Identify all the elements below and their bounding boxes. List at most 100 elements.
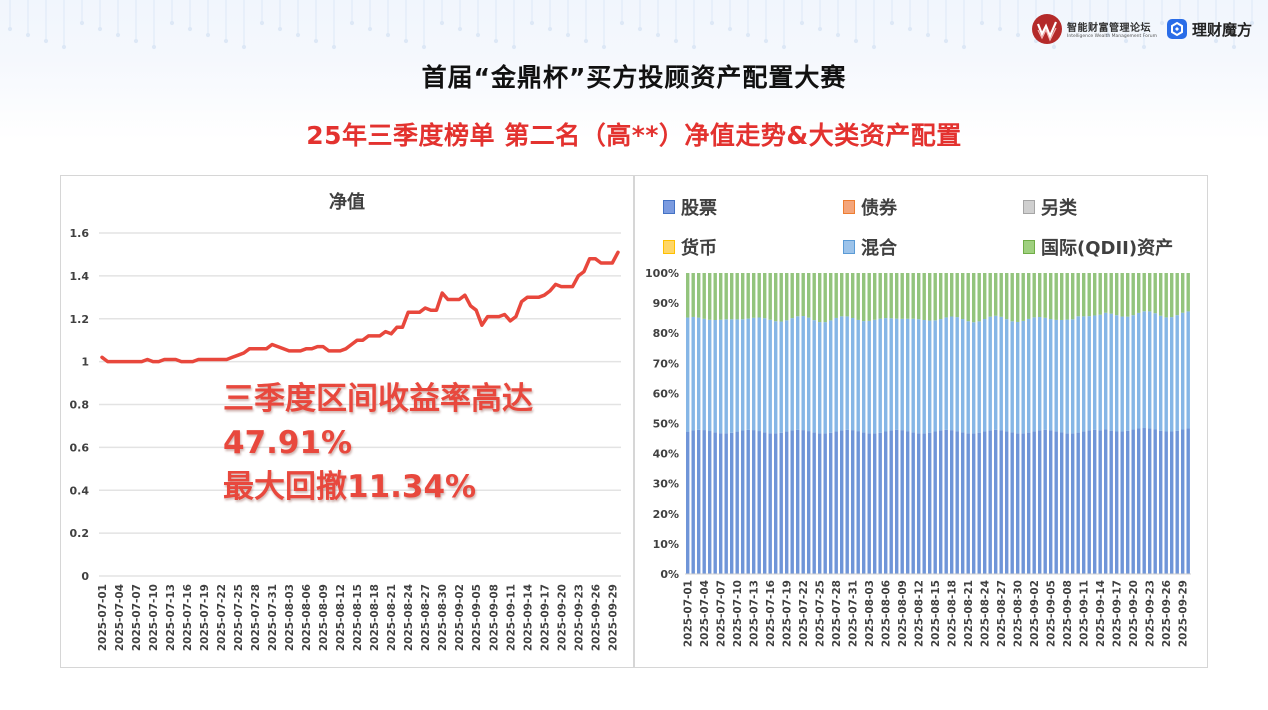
- svg-text:0.2: 0.2: [70, 527, 90, 540]
- svg-text:2025-08-06: 2025-08-06: [301, 584, 313, 651]
- legend-item-stock: 股票: [663, 194, 843, 220]
- svg-text:2025-09-17: 2025-09-17: [539, 584, 551, 651]
- svg-text:2025-08-15: 2025-08-15: [930, 580, 942, 647]
- svg-text:2025-07-25: 2025-07-25: [815, 580, 827, 647]
- svg-text:2025-08-06: 2025-08-06: [881, 580, 893, 647]
- svg-text:2025-08-27: 2025-08-27: [420, 584, 432, 651]
- forum-logo: 智能财富管理论坛 Intelligence Wealth Management …: [1032, 14, 1157, 44]
- legend-label: 另类: [1041, 198, 1077, 219]
- svg-text:2025-07-25: 2025-07-25: [233, 584, 245, 651]
- allocation-legend: 股票 债券 另类 货币 混合 国际(QDII)资产: [663, 194, 1203, 260]
- svg-text:2025-09-23: 2025-09-23: [1145, 580, 1157, 647]
- legend-label: 混合: [861, 238, 897, 259]
- forum-logo-name: 智能财富管理论坛: [1067, 23, 1152, 34]
- legend-item-cash: 货币: [663, 234, 843, 260]
- svg-text:2025-09-08: 2025-09-08: [1062, 580, 1074, 647]
- svg-text:2025-07-22: 2025-07-22: [798, 580, 810, 647]
- svg-text:2025-08-03: 2025-08-03: [284, 584, 296, 651]
- svg-text:2025-09-20: 2025-09-20: [1128, 580, 1140, 647]
- svg-text:1.2: 1.2: [70, 313, 90, 326]
- svg-text:2025-07-16: 2025-07-16: [182, 584, 194, 651]
- svg-text:2025-07-19: 2025-07-19: [782, 580, 794, 647]
- svg-text:0.4: 0.4: [70, 484, 90, 497]
- legend-label: 债券: [861, 198, 897, 219]
- svg-text:2025-08-09: 2025-08-09: [897, 580, 909, 647]
- svg-text:2025-08-15: 2025-08-15: [352, 584, 364, 651]
- allocation-stacked-bar-chart: 0% 10% 20% 30% 40% 50% 60% 70% 80% 90% 100% 2025-07…: [645, 267, 1191, 647]
- svg-text:2025-09-29: 2025-09-29: [607, 584, 619, 651]
- svg-text:2025-09-14: 2025-09-14: [522, 584, 534, 651]
- qdii-swatch-icon: [1023, 240, 1035, 254]
- forum-logo-subtitle: Intelligence Wealth Management Forum: [1067, 34, 1157, 39]
- legend-label: 国际(QDII)资产: [1041, 238, 1174, 259]
- legend-item-qdii: 国际(QDII)资产: [1023, 234, 1203, 260]
- svg-text:2025-07-19: 2025-07-19: [199, 584, 211, 651]
- svg-text:2025-08-09: 2025-08-09: [318, 584, 330, 651]
- page-subtitle: 25年三季度榜单 第二名（高**）净值走势&大类资产配置: [306, 121, 962, 150]
- svg-text:2025-09-08: 2025-09-08: [488, 584, 500, 651]
- stock-swatch-icon: [663, 200, 675, 214]
- svg-text:2025-08-27: 2025-08-27: [996, 580, 1008, 647]
- svg-text:2025-08-30: 2025-08-30: [1013, 580, 1025, 647]
- svg-text:2025-07-10: 2025-07-10: [732, 580, 744, 647]
- svg-text:2025-09-02: 2025-09-02: [454, 584, 466, 651]
- licai-mofang-name: 理财魔方: [1191, 20, 1252, 39]
- page-title: 首届“金鼎杯”买方投顾资产配置大赛: [421, 63, 847, 92]
- svg-text:2025-08-03: 2025-08-03: [864, 580, 876, 647]
- bond-swatch-icon: [843, 200, 855, 214]
- svg-text:2025-08-12: 2025-08-12: [914, 580, 926, 647]
- svg-text:2025-08-21: 2025-08-21: [386, 584, 398, 651]
- svg-text:70%: 70%: [653, 357, 679, 370]
- svg-text:2025-09-26: 2025-09-26: [1161, 580, 1173, 647]
- legend-label: 股票: [681, 198, 717, 219]
- svg-text:2025-08-12: 2025-08-12: [335, 584, 347, 651]
- svg-text:0%: 0%: [660, 568, 679, 581]
- svg-text:2025-07-28: 2025-07-28: [831, 580, 843, 647]
- svg-text:30%: 30%: [653, 478, 679, 491]
- svg-text:2025-09-02: 2025-09-02: [1029, 580, 1041, 647]
- svg-text:2025-07-22: 2025-07-22: [216, 584, 228, 651]
- svg-text:90%: 90%: [653, 297, 679, 310]
- svg-text:2025-09-23: 2025-09-23: [573, 584, 585, 651]
- svg-text:2025-09-20: 2025-09-20: [556, 584, 568, 651]
- svg-text:2025-07-16: 2025-07-16: [765, 580, 777, 647]
- svg-text:80%: 80%: [653, 327, 679, 340]
- legend-label: 货币: [681, 238, 717, 259]
- legend-item-bond: 债券: [843, 194, 1023, 220]
- alternative-swatch-icon: [1023, 200, 1035, 214]
- circuit-background: [7, 0, 1255, 50]
- svg-text:2025-07-10: 2025-07-10: [148, 584, 160, 651]
- svg-text:2025-08-24: 2025-08-24: [403, 584, 415, 651]
- svg-text:2025-07-07: 2025-07-07: [716, 580, 728, 647]
- allocation-chart-panel: 股票 债券 另类 货币 混合 国际(QDII)资产 0% 10% 20% 30% 40%…: [634, 175, 1208, 668]
- svg-text:50%: 50%: [653, 418, 679, 431]
- header-logos: 智能财富管理论坛 Intelligence Wealth Management …: [1032, 14, 1252, 44]
- svg-text:0.8: 0.8: [70, 399, 90, 412]
- svg-text:1.4: 1.4: [70, 270, 90, 283]
- svg-text:2025-07-31: 2025-07-31: [267, 584, 279, 651]
- callout-drawdown: 最大回撤11.34%: [223, 469, 477, 505]
- svg-text:2025-08-18: 2025-08-18: [369, 584, 381, 651]
- svg-text:1.6: 1.6: [70, 227, 90, 240]
- callout-return-value: 47.91%: [223, 425, 353, 461]
- nav-chart-title: 净值: [329, 192, 365, 213]
- svg-text:2025-07-13: 2025-07-13: [749, 580, 761, 647]
- callout-return-label: 三季度区间收益率高达: [223, 381, 533, 417]
- licai-mofang-logo: 理财魔方: [1166, 19, 1252, 40]
- svg-text:40%: 40%: [653, 448, 679, 461]
- svg-text:2025-09-11: 2025-09-11: [505, 584, 517, 651]
- licai-mofang-icon: [1166, 19, 1187, 39]
- svg-text:2025-07-28: 2025-07-28: [250, 584, 262, 651]
- return-callout: 三季度区间收益率高达 47.91% 最大回撤11.34%: [223, 377, 533, 509]
- svg-text:2025-09-05: 2025-09-05: [471, 584, 483, 651]
- svg-text:2025-08-21: 2025-08-21: [963, 580, 975, 647]
- svg-text:2025-07-31: 2025-07-31: [848, 580, 860, 647]
- svg-text:2025-09-05: 2025-09-05: [1046, 580, 1058, 647]
- legend-item-mixed: 混合: [843, 234, 1023, 260]
- svg-text:2025-09-11: 2025-09-11: [1079, 580, 1091, 647]
- svg-text:2025-09-17: 2025-09-17: [1112, 580, 1124, 647]
- forum-logo-icon: [1032, 14, 1063, 44]
- svg-text:2025-08-24: 2025-08-24: [980, 580, 992, 647]
- nav-line-chart: 0 0.2 0.4 0.6 0.8 1 1.2 1.4 1.6 2025-07-01 2025-07…: [70, 227, 621, 651]
- svg-text:2025-09-29: 2025-09-29: [1178, 580, 1190, 647]
